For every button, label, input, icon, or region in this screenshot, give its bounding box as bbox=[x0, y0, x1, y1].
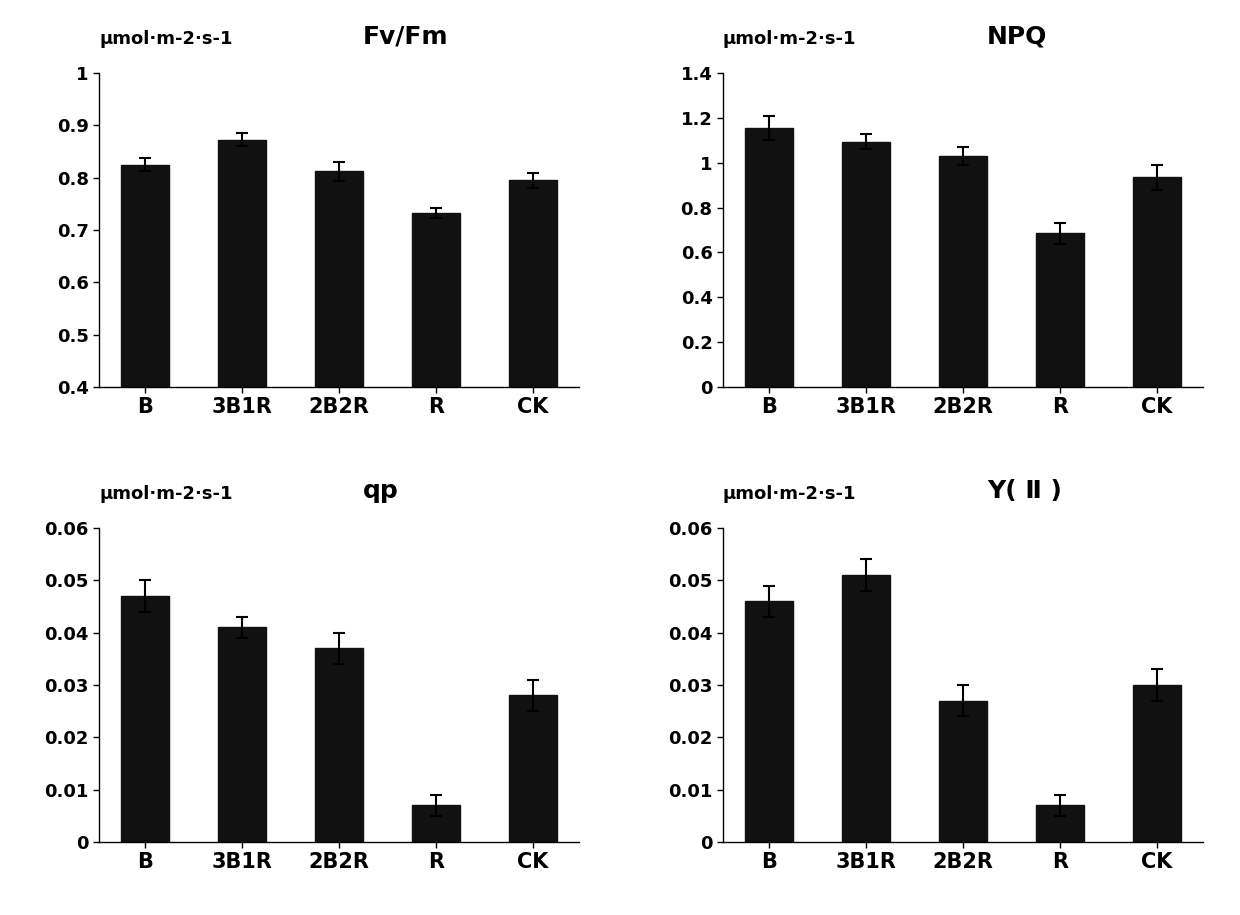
Bar bbox=[412, 213, 460, 596]
Text: μmol·m-2·s-1: μmol·m-2·s-1 bbox=[99, 30, 233, 48]
Bar bbox=[842, 576, 890, 842]
Text: μmol·m-2·s-1: μmol·m-2·s-1 bbox=[723, 485, 857, 503]
Bar bbox=[939, 701, 987, 842]
Bar bbox=[1035, 805, 1084, 842]
Bar bbox=[939, 156, 987, 387]
Bar bbox=[122, 596, 170, 842]
Text: Y( Ⅱ ): Y( Ⅱ ) bbox=[987, 479, 1061, 503]
Bar bbox=[1035, 233, 1084, 387]
Text: NPQ: NPQ bbox=[987, 24, 1048, 48]
Bar bbox=[122, 165, 170, 596]
Bar bbox=[508, 695, 557, 842]
Bar bbox=[1132, 178, 1180, 387]
Bar bbox=[315, 171, 363, 596]
Text: μmol·m-2·s-1: μmol·m-2·s-1 bbox=[723, 30, 857, 48]
Bar bbox=[1132, 685, 1180, 842]
Bar bbox=[842, 142, 890, 387]
Bar bbox=[745, 128, 794, 387]
Bar bbox=[412, 805, 460, 842]
Bar bbox=[508, 180, 557, 596]
Bar bbox=[218, 140, 267, 596]
Text: qp: qp bbox=[363, 479, 399, 503]
Bar bbox=[745, 601, 794, 842]
Text: μmol·m-2·s-1: μmol·m-2·s-1 bbox=[99, 485, 233, 503]
Bar bbox=[315, 649, 363, 842]
Text: Fv/Fm: Fv/Fm bbox=[363, 24, 449, 48]
Bar bbox=[218, 628, 267, 842]
